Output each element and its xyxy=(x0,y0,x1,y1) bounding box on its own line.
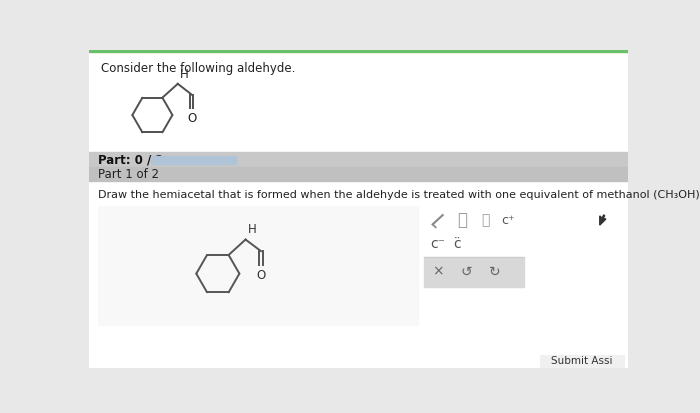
Text: Consider the following aldehyde.: Consider the following aldehyde. xyxy=(101,62,295,75)
Bar xyxy=(90,152,629,167)
Text: O: O xyxy=(256,269,265,282)
Bar xyxy=(90,167,629,181)
Bar xyxy=(424,257,524,287)
Text: c⁺: c⁺ xyxy=(501,214,515,227)
Bar xyxy=(540,355,624,368)
Text: ↻: ↻ xyxy=(489,265,501,279)
Bar xyxy=(99,206,418,325)
Text: ↺: ↺ xyxy=(461,265,473,279)
Text: Part: 0 / 2: Part: 0 / 2 xyxy=(99,153,164,166)
Text: ⬮: ⬮ xyxy=(457,211,467,230)
Text: ✋: ✋ xyxy=(481,214,489,228)
Polygon shape xyxy=(600,215,606,225)
Text: c̈: c̈ xyxy=(454,237,461,252)
Text: H: H xyxy=(180,68,189,81)
Text: Draw the hemiacetal that is formed when the aldehyde is treated with one equival: Draw the hemiacetal that is formed when … xyxy=(99,190,700,200)
Text: O: O xyxy=(187,112,196,125)
Bar xyxy=(90,50,629,52)
Bar xyxy=(151,156,235,164)
Text: Submit Assi: Submit Assi xyxy=(552,356,612,366)
Text: Part 1 of 2: Part 1 of 2 xyxy=(99,168,160,181)
Bar xyxy=(429,211,449,230)
Bar xyxy=(424,206,524,287)
Text: H: H xyxy=(248,223,257,237)
Bar xyxy=(90,181,629,368)
Bar xyxy=(90,52,629,152)
Text: c⁻: c⁻ xyxy=(430,237,445,252)
Text: ×: × xyxy=(432,265,444,279)
